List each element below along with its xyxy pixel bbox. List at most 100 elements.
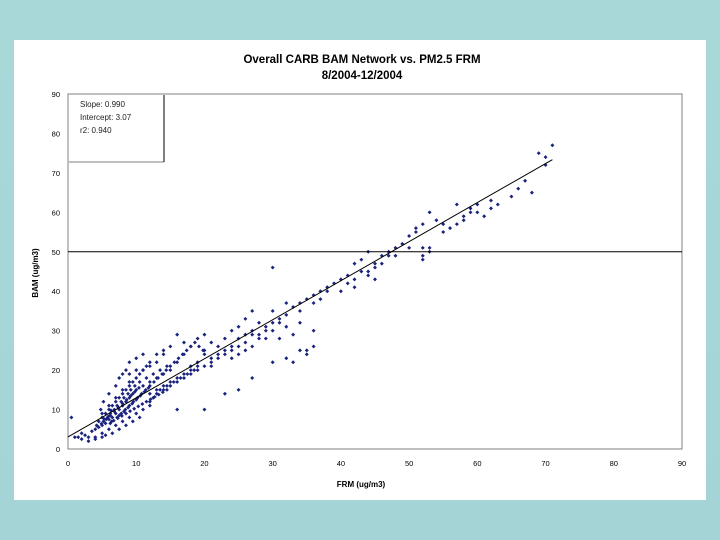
data-point (185, 372, 190, 377)
x-tick-label: 0 (66, 459, 70, 468)
data-point (195, 368, 200, 373)
data-point (115, 416, 120, 421)
data-point (99, 421, 104, 426)
data-point (161, 348, 166, 353)
y-tick-label: 70 (52, 169, 60, 178)
data-point (101, 399, 106, 404)
data-point (216, 356, 221, 361)
y-tick-label: 80 (52, 129, 60, 138)
data-point (236, 387, 241, 392)
y-axis-title: BAM (ug/m3) (31, 248, 40, 298)
scatter-chart: Overall CARB BAM Network vs. PM2.5 FRM 8… (31, 54, 686, 489)
data-point (270, 320, 275, 325)
data-point (152, 394, 157, 399)
data-point (495, 202, 500, 207)
data-point (161, 383, 166, 388)
data-point (489, 198, 493, 203)
data-point (304, 348, 309, 353)
data-point (113, 383, 118, 388)
y-tick-label: 50 (52, 248, 60, 257)
data-point (137, 379, 142, 384)
data-point (164, 383, 169, 388)
data-point (160, 372, 165, 377)
data-point (137, 415, 142, 420)
data-point (284, 312, 289, 317)
y-tick-label: 90 (52, 90, 60, 99)
data-point (130, 419, 135, 424)
data-point (106, 417, 111, 422)
data-point (130, 379, 135, 384)
data-point (229, 348, 234, 353)
data-point (407, 245, 412, 250)
data-point (270, 308, 275, 313)
data-point (250, 376, 255, 380)
data-point (132, 383, 137, 388)
data-point (147, 364, 152, 369)
data-point (164, 387, 169, 392)
chart-subtitle: 8/2004-12/2004 (322, 70, 403, 82)
data-point (120, 419, 125, 424)
data-point (103, 433, 108, 438)
data-point (147, 391, 152, 396)
data-point (270, 265, 275, 270)
data-point (100, 435, 105, 440)
x-axis-title: FRM (ug/m3) (337, 480, 386, 489)
data-point (509, 194, 514, 199)
data-point (161, 352, 166, 357)
data-point (136, 404, 141, 409)
data-point (83, 433, 88, 438)
data-point (136, 385, 141, 390)
data-point (123, 407, 128, 412)
stats-r2: r2: 0.940 (80, 126, 112, 135)
data-point (216, 352, 221, 357)
data-point (89, 429, 94, 434)
data-point (270, 360, 275, 365)
data-point (236, 324, 241, 329)
y-tick-label: 30 (52, 327, 60, 336)
data-point (250, 308, 255, 313)
x-tick-label: 40 (337, 459, 345, 468)
data-point (297, 348, 302, 353)
data-point (130, 391, 135, 396)
data-point (93, 437, 98, 442)
data-point (427, 210, 432, 215)
x-axis: 0 10 20 30 40 50 60 70 80 90 (66, 459, 686, 468)
data-point (110, 415, 115, 420)
chart-title: Overall CARB BAM Network vs. PM2.5 FRM (243, 54, 480, 66)
data-point (147, 360, 152, 365)
x-tick-label: 50 (405, 459, 413, 468)
y-tick-label: 10 (52, 406, 60, 415)
data-point (236, 352, 241, 357)
data-point (454, 202, 459, 207)
data-point (229, 328, 234, 333)
stats-intercept: Intercept: 3.07 (80, 113, 132, 122)
data-point (147, 379, 152, 384)
data-point (110, 431, 115, 436)
y-axis: 0 10 20 30 40 50 60 70 80 90 (52, 90, 60, 454)
data-point (147, 403, 152, 408)
data-point (131, 399, 136, 404)
x-tick-label: 20 (200, 459, 208, 468)
data-point (72, 435, 77, 440)
data-point (229, 344, 234, 349)
x-tick-label: 30 (268, 459, 276, 468)
data-point (141, 383, 146, 388)
x-tick-label: 90 (678, 459, 686, 468)
data-point (489, 206, 493, 211)
y-tick-label: 40 (52, 287, 60, 296)
data-point (113, 399, 118, 404)
data-point (195, 336, 200, 341)
data-point (86, 435, 91, 440)
data-point (95, 424, 100, 429)
data-point (427, 245, 432, 250)
x-tick-label: 60 (473, 459, 481, 468)
data-point (127, 383, 132, 388)
data-point (420, 245, 425, 250)
data-point (386, 253, 391, 258)
plot-frame (67, 93, 683, 450)
y-tick-label: 20 (52, 366, 60, 375)
data-point (141, 368, 146, 373)
y-tick-label: 0 (56, 445, 60, 454)
data-point (263, 328, 268, 333)
